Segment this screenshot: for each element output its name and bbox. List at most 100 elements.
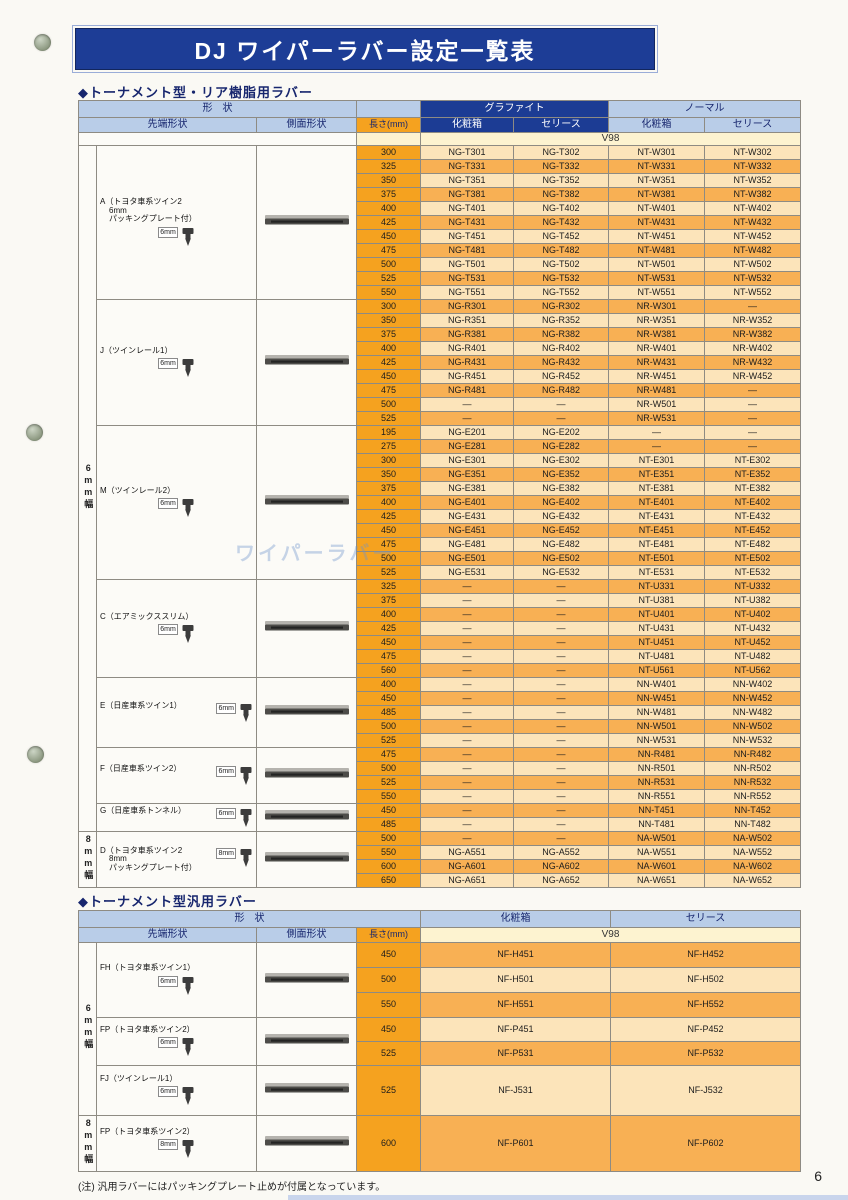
wiper-side-profile-icon — [264, 355, 349, 365]
header-tip-shape: 先端形状 — [78, 927, 257, 943]
part-number-cell: NG-E351 — [420, 467, 515, 482]
part-number-cell: NT-U451 — [608, 635, 706, 650]
part-number-cell: NT-W501 — [608, 257, 706, 272]
part-number-cell: NT-W381 — [608, 187, 706, 202]
part-number-cell: — — [513, 397, 610, 412]
part-number-cell: NT-E381 — [608, 481, 706, 496]
length-cell: 475 — [356, 383, 422, 398]
length-cell: 485 — [356, 817, 422, 832]
length-cell: 525 — [356, 1065, 421, 1116]
length-cell: 195 — [356, 425, 422, 440]
part-number-cell: NT-E481 — [608, 537, 706, 552]
section1-heading: ◆トーナメント型・リア樹脂用ラバー — [78, 85, 313, 100]
part-number-cell: NF-H552 — [610, 992, 801, 1018]
group-label: FJ（ツインレール1） — [100, 1073, 253, 1083]
length-cell: 400 — [356, 341, 422, 356]
part-number-cell: NG-T552 — [513, 285, 610, 300]
part-number-cell: NG-E501 — [420, 551, 515, 566]
part-number-cell: NG-T351 — [420, 173, 515, 188]
part-number-cell: — — [420, 593, 515, 608]
part-number-cell: NG-E302 — [513, 453, 610, 468]
length-cell: 525 — [356, 733, 422, 748]
length-cell: 485 — [356, 705, 422, 720]
part-number-cell: — — [420, 803, 515, 818]
part-number-cell: NG-R302 — [513, 299, 610, 314]
tip-width-label: 6mm — [158, 624, 178, 636]
length-cell: 500 — [356, 257, 422, 272]
tip-width-label: 6mm — [158, 975, 178, 987]
group-label-line: FJ（ツインレール1） — [100, 1073, 178, 1083]
part-number-cell: NG-A652 — [513, 873, 610, 888]
part-number-cell: NT-U402 — [704, 607, 802, 622]
part-number-cell: NG-E432 — [513, 509, 610, 524]
part-number-cell: NT-W432 — [704, 215, 802, 230]
length-cell: 400 — [356, 201, 422, 216]
tip-icon-block: 6mm — [100, 358, 253, 378]
tip-shape-cell: G（日産車系トンネル） 6mm — [96, 803, 257, 832]
part-number-cell: — — [420, 817, 515, 832]
part-number-cell: NT-E402 — [704, 495, 802, 510]
part-number-cell: NR-W501 — [608, 397, 706, 412]
part-number-cell: — — [513, 733, 610, 748]
part-number-cell: — — [704, 425, 802, 440]
tip-width-label: 8mm — [216, 847, 236, 859]
part-number-cell: NG-T551 — [420, 285, 515, 300]
wiper-side-profile-icon — [264, 1136, 349, 1146]
part-number-cell: NG-E431 — [420, 509, 515, 524]
tip-width-label: 6mm — [158, 358, 178, 370]
wiper-side-profile-icon — [264, 852, 349, 862]
part-number-cell: NG-E502 — [513, 551, 610, 566]
header-side-shape: 側面形状 — [255, 117, 358, 133]
side-profile-cell — [255, 677, 358, 748]
part-number-cell: NF-P601 — [420, 1115, 611, 1172]
v98-spacer — [77, 132, 358, 146]
width-band-label: 8mm幅 — [78, 1115, 97, 1172]
part-number-cell: NF-J532 — [610, 1065, 801, 1116]
part-number-cell: NN-T451 — [608, 803, 706, 818]
part-number-cell: NG-R481 — [420, 383, 515, 398]
group-label-line: G（日産車系トンネル） — [100, 806, 187, 815]
section2-heading: ◆トーナメント型汎用ラバー — [78, 894, 257, 909]
group-label: FH（トヨタ車系ツイン1） — [100, 963, 253, 972]
part-number-cell: NG-R402 — [513, 341, 610, 356]
part-number-cell: NT-W301 — [608, 145, 706, 160]
tip-shape-cell: A（トヨタ車系ツイン2 6mm パッキングプレート付） 6mm — [96, 145, 257, 300]
part-number-cell: NG-T381 — [420, 187, 515, 202]
part-number-cell: NA-W551 — [608, 845, 706, 860]
part-number-cell: NG-R352 — [513, 313, 610, 328]
part-number-cell: NR-W402 — [704, 341, 802, 356]
header-spacer — [356, 100, 422, 118]
group-label-line: D（トヨタ車系ツイン2 — [100, 845, 183, 855]
group-label-line: A（トヨタ車系ツイン2 — [100, 197, 182, 207]
part-number-cell: NG-R301 — [420, 299, 515, 314]
part-number-cell: NG-T331 — [420, 159, 515, 174]
tip-shape-content: FJ（ツインレール1） 6mm — [98, 1073, 256, 1108]
group-label-line: J（ツインレール1） — [100, 345, 173, 355]
tip-shape-content: J（ツインレール1） 6mm — [98, 345, 256, 380]
part-number-cell: NG-R351 — [420, 313, 515, 328]
length-cell: 400 — [356, 607, 422, 622]
part-number-cell: — — [513, 621, 610, 636]
length-cell: 600 — [356, 1115, 421, 1172]
part-number-cell: NG-T502 — [513, 257, 610, 272]
group-label-line: パッキングプレート付） — [109, 214, 197, 224]
group-label-line: FP（トヨタ車系ツイン2） — [100, 1024, 195, 1034]
footnote: (注) 汎用ラバーにはパッキングプレート止めが付属となっています。 — [78, 1182, 386, 1193]
part-number-cell: — — [513, 775, 610, 790]
length-cell: 475 — [356, 649, 422, 664]
part-number-cell: NG-T302 — [513, 145, 610, 160]
header-shape: 形 状 — [78, 910, 421, 928]
tip-width-label: 6mm — [158, 1037, 178, 1049]
part-number-cell: NG-E481 — [420, 537, 515, 552]
part-number-cell: NG-T531 — [420, 271, 515, 286]
part-number-cell: NA-W501 — [608, 831, 706, 846]
tip-shape-content: F（日産車系ツイン2） 6mm — [98, 763, 256, 788]
part-number-cell: NG-R382 — [513, 327, 610, 342]
part-number-cell: — — [513, 579, 610, 594]
length-cell: 525 — [356, 271, 422, 286]
wiper-tip-cross-section-icon — [182, 499, 194, 518]
part-number-cell: NG-T301 — [420, 145, 515, 160]
part-number-cell: NG-T332 — [513, 159, 610, 174]
length-cell: 500 — [356, 397, 422, 412]
wiper-tip-cross-section-icon — [182, 976, 194, 995]
